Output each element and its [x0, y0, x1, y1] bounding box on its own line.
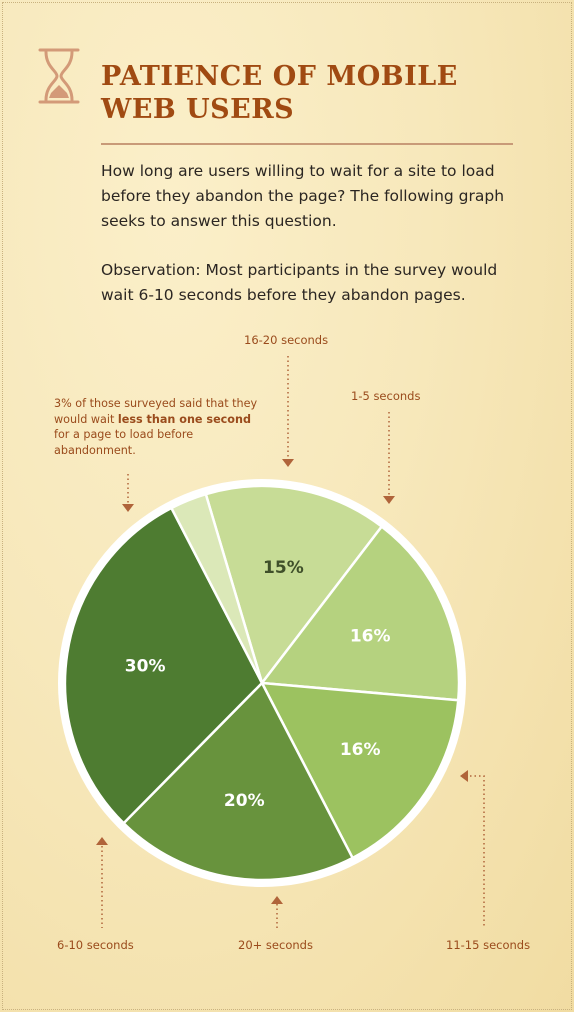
pointer-arrowhead-3 [96, 837, 108, 845]
label-11-15-seconds: 11-15 seconds [446, 938, 531, 952]
page-title: PATIENCE OF MOBILE WEB USERS [101, 60, 521, 126]
pointer-line-5 [470, 775, 485, 928]
pointer-arrowhead-1 [383, 496, 395, 504]
label-6-10-seconds: 6-10 seconds [57, 938, 134, 952]
annotation-note: 3% of those surveyed said that they woul… [54, 396, 264, 458]
title-line-1: PATIENCE OF MOBILE [101, 61, 458, 92]
pointer-arrowhead-5 [460, 770, 468, 782]
slice-value-label-2: 16% [340, 740, 381, 760]
title-divider [101, 143, 513, 145]
intro-paragraph: How long are users willing to wait for a… [101, 162, 505, 230]
slice-value-label-1: 16% [350, 626, 391, 646]
pie-slice-4 [63, 506, 264, 825]
observation-paragraph: Observation: Most participants in the su… [101, 261, 498, 304]
pie-slice-3 [122, 681, 354, 882]
label-20-plus-seconds: 20+ seconds [238, 938, 313, 952]
annotation-bold: less than one second [117, 412, 251, 426]
slice-value-label-3: 20% [224, 791, 265, 811]
pointer-arrowhead-0 [282, 459, 294, 467]
pie-slice-2 [260, 681, 460, 860]
hourglass-icon [38, 48, 80, 104]
title-line-2: WEB USERS [101, 94, 295, 125]
pie-slice-1 [260, 525, 461, 702]
annotation-text-1: 3% of those surveyed said that they woul… [54, 397, 258, 426]
annotation-text-2: for a page to load before abandonment. [54, 428, 194, 457]
pointer-arrowhead-2 [122, 504, 134, 512]
slice-value-label-4: 30% [125, 656, 166, 676]
label-16-20-seconds: 16-20 seconds [244, 333, 329, 347]
pie-slice-5 [170, 492, 264, 685]
pie-slice-0 [204, 484, 383, 685]
slice-value-label-0: 15% [263, 558, 304, 578]
pointer-arrowhead-4 [271, 896, 283, 904]
label-1-5-seconds: 1-5 seconds [351, 389, 421, 403]
